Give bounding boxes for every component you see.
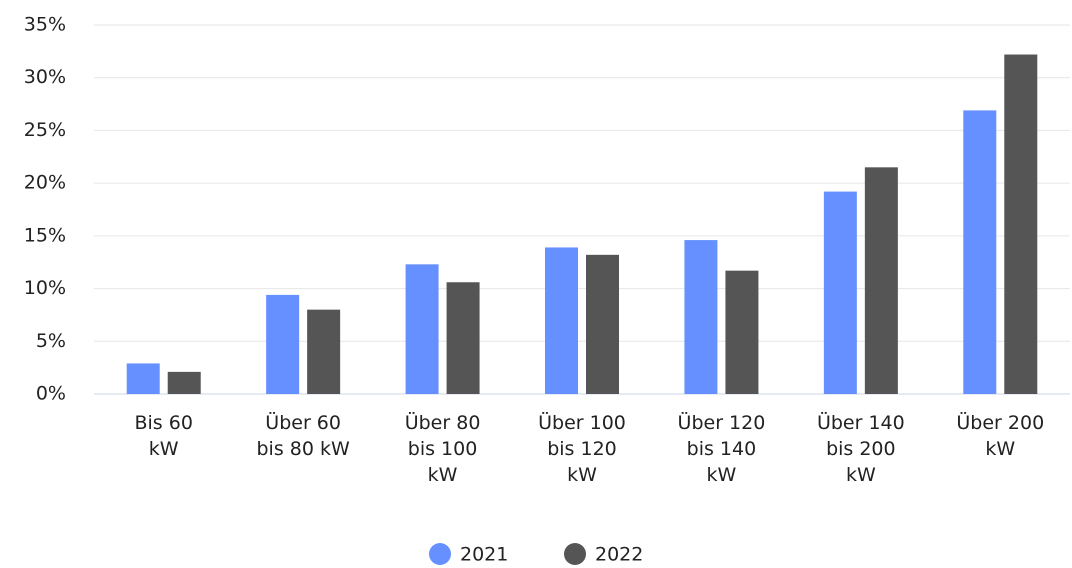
y-tick-label: 15% [24, 224, 66, 246]
bar [307, 309, 341, 394]
bar [126, 363, 160, 394]
y-tick-label: 20% [24, 172, 66, 194]
bar [1004, 54, 1038, 395]
bar [167, 371, 201, 394]
legend-marker [429, 543, 451, 565]
x-tick-label: Über 140 bis 200 kW [816, 412, 905, 486]
x-tick-label: Über 60 bis 80 kW [256, 412, 350, 460]
bar [545, 247, 578, 394]
bar [864, 167, 898, 394]
y-tick-label: 0% [36, 383, 66, 405]
legend-label: 2021 [460, 544, 508, 566]
bar [586, 254, 619, 394]
x-tick-label: Über 120 bis 140 kW [677, 412, 766, 486]
bar [684, 240, 718, 394]
x-tick-label: Über 80 bis 100 kW [404, 412, 481, 486]
y-tick-label: 35% [24, 14, 66, 36]
bar [266, 294, 300, 394]
bar [725, 270, 759, 394]
x-tick-label: Bis 60 kW [134, 412, 193, 460]
legend-label: 2022 [595, 544, 643, 566]
y-tick-label: 10% [24, 277, 66, 299]
y-tick-label: 25% [24, 119, 66, 141]
x-tick-label: Über 200 kW [956, 412, 1045, 460]
y-tick-label: 30% [24, 66, 66, 88]
bar [405, 264, 439, 394]
y-tick-label: 5% [36, 330, 66, 352]
bar [823, 191, 857, 394]
x-tick-label: Über 100 bis 120 kW [538, 412, 626, 486]
bar [963, 110, 997, 394]
legend-marker [564, 543, 586, 565]
bar [446, 282, 480, 394]
